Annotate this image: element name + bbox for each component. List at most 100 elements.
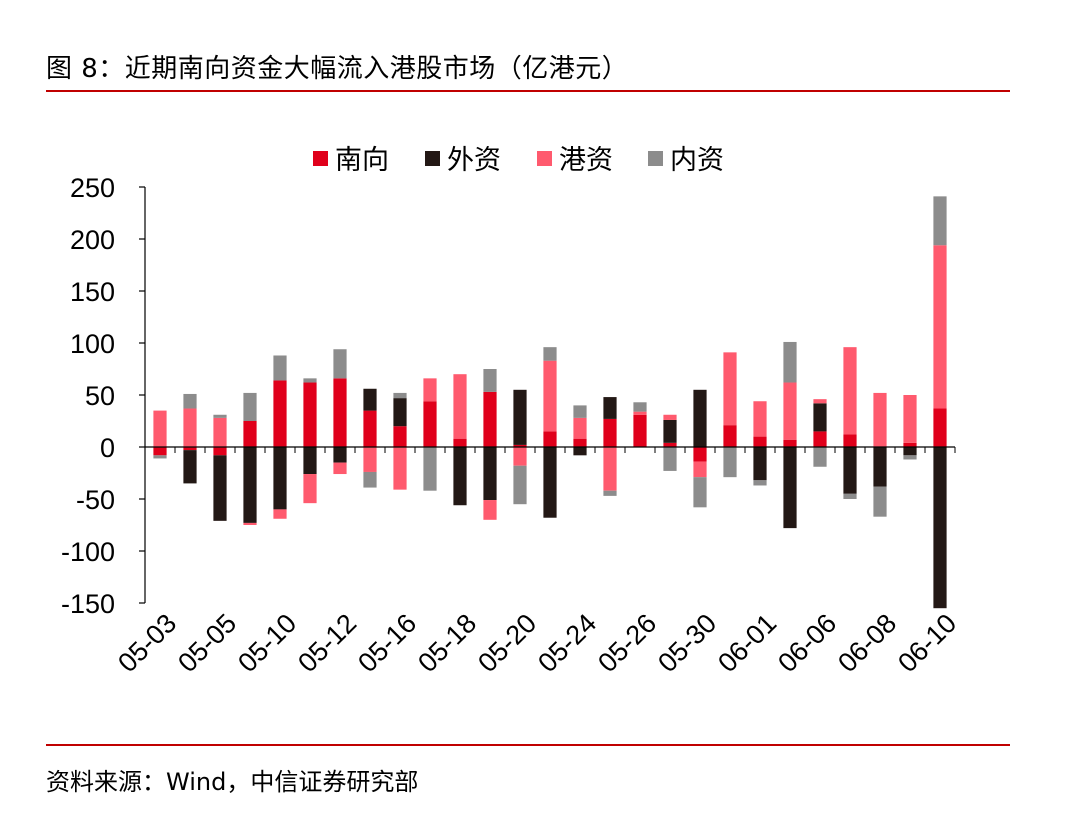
x-tick-label: 06-06 xyxy=(772,608,842,678)
bar-segment xyxy=(453,438,467,447)
y-tick-label: 250 xyxy=(70,173,115,203)
bar-segment xyxy=(333,447,347,463)
bar-segment xyxy=(303,474,317,504)
bar-segment xyxy=(213,447,227,456)
bar-segment xyxy=(303,447,317,475)
y-tick-label: 100 xyxy=(70,329,115,359)
bar-segment xyxy=(363,471,377,488)
legend-label: 港资 xyxy=(559,145,613,176)
bar-segment xyxy=(813,403,827,432)
bar-segment xyxy=(333,462,347,475)
bar-segment xyxy=(543,431,557,447)
bar-segment xyxy=(363,388,377,411)
legend-swatch xyxy=(537,151,552,166)
bar-segment xyxy=(843,493,857,499)
bar-segment xyxy=(273,447,287,510)
bar-segment xyxy=(543,360,557,432)
bar-segment xyxy=(333,378,347,447)
bar-segment xyxy=(183,393,197,409)
bar-segment xyxy=(423,447,437,491)
y-tick-label: 150 xyxy=(70,277,115,307)
bar-segment xyxy=(333,349,347,379)
bar-segment xyxy=(693,461,707,478)
bar-segment xyxy=(513,389,527,445)
bar-segment xyxy=(303,378,317,383)
bar-segment xyxy=(933,408,947,447)
bar-segment xyxy=(603,397,617,419)
bar-segment xyxy=(543,347,557,361)
legend-swatch xyxy=(425,151,440,166)
bar-segment xyxy=(453,447,467,506)
bar-segment xyxy=(873,447,887,487)
y-tick-label: -150 xyxy=(61,589,115,619)
x-tick-label: 05-30 xyxy=(652,608,722,678)
x-tick-label: 05-20 xyxy=(472,608,542,678)
legend-swatch xyxy=(648,151,663,166)
bar-segment xyxy=(573,438,587,447)
bar-segment xyxy=(513,444,527,447)
bar-segment xyxy=(813,399,827,404)
bar-segment xyxy=(873,392,887,447)
bar-segment xyxy=(723,352,737,426)
legend-label: 南向 xyxy=(335,145,389,176)
x-tick-label: 05-26 xyxy=(592,608,662,678)
bar-segment xyxy=(273,380,287,447)
bar-segment xyxy=(633,411,647,415)
bar-segment xyxy=(903,395,917,443)
x-tick-label: 05-24 xyxy=(532,608,602,678)
bar-segment xyxy=(843,434,857,447)
x-tick-label: 05-12 xyxy=(292,608,362,678)
bar-segment xyxy=(573,405,587,418)
bar-segment xyxy=(663,442,677,447)
bar-segment xyxy=(543,447,557,518)
bar-segment xyxy=(153,455,167,459)
bar-segment xyxy=(693,389,707,447)
bar-segment xyxy=(483,391,497,447)
legend: 南向 外资 港资 内资 xyxy=(313,145,724,176)
bar-segment xyxy=(813,431,827,447)
legend-label: 外资 xyxy=(447,145,501,176)
bar-segment xyxy=(903,442,917,447)
bar-segment xyxy=(483,447,497,501)
bar-segment xyxy=(243,447,257,523)
bar-segment xyxy=(153,410,167,447)
x-tick-label: 05-05 xyxy=(172,608,242,678)
bar-segment xyxy=(603,490,617,496)
bar-segment xyxy=(753,401,767,437)
bar-segment xyxy=(843,347,857,435)
y-tick-label: -50 xyxy=(76,485,115,515)
bar-segment xyxy=(903,447,917,456)
bar-segment xyxy=(393,426,407,447)
legend-swatch xyxy=(313,151,328,166)
figure-title: 图 8：近期南向资金大幅流入港股市场（亿港元） xyxy=(46,54,629,84)
bar-segment xyxy=(693,447,707,462)
bar-segment xyxy=(483,500,497,520)
bar-segment xyxy=(393,392,407,399)
bar-segment xyxy=(663,447,677,471)
source-rule xyxy=(46,744,1010,746)
title-rule xyxy=(46,90,1010,92)
bars xyxy=(153,196,947,609)
bar-segment xyxy=(243,392,257,421)
bar-segment xyxy=(423,401,437,447)
y-tick-label: 0 xyxy=(100,433,115,463)
bar-segment xyxy=(603,447,617,491)
bar-segment xyxy=(813,447,827,467)
x-tick-label: 05-18 xyxy=(412,608,482,678)
bar-segment xyxy=(663,419,677,443)
bar-segment xyxy=(453,374,467,439)
y-tick-label: -100 xyxy=(61,537,115,567)
bar-segment xyxy=(213,455,227,521)
bar-segment xyxy=(483,369,497,392)
bar-segment xyxy=(393,447,407,490)
bar-segment xyxy=(183,408,197,447)
bar-segment xyxy=(183,450,197,484)
bar-segment xyxy=(903,455,917,460)
bar-segment xyxy=(723,447,737,478)
bar-segment xyxy=(393,398,407,427)
x-tick-label: 06-01 xyxy=(712,608,782,678)
bar-segment xyxy=(933,447,947,609)
bar-segment xyxy=(213,414,227,418)
bar-segment xyxy=(753,480,767,486)
